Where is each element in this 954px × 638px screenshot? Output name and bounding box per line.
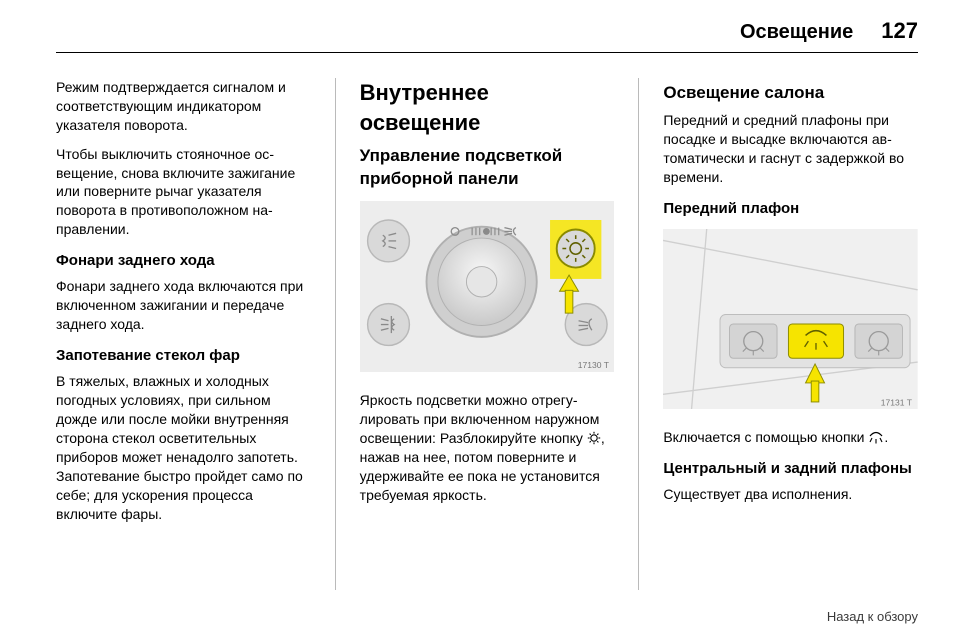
dome-light-icon xyxy=(868,431,884,444)
column-1: Режим подтверждается сигналом и соответс… xyxy=(56,78,311,590)
heading-interior-lighting: Внутреннее освещение xyxy=(360,78,615,137)
text-paragraph: Фонари заднего хода включаются при включ… xyxy=(56,277,311,334)
page-number: 127 xyxy=(881,18,918,44)
figure-caption: 17131 T xyxy=(881,397,913,407)
text-paragraph: Существует два исполнения. xyxy=(663,485,918,504)
heading-front-dome: Передний плафон xyxy=(663,199,918,219)
text-span: Включается с помощью кнопки xyxy=(663,429,868,445)
figure-caption: 17130 T xyxy=(577,360,609,370)
back-to-overview-link[interactable]: Назад к обзору xyxy=(827,609,918,624)
text-paragraph: Яркость подсветки можно отрегу­лировать … xyxy=(360,391,615,504)
text-span: Яркость подсветки можно отрегу­лировать … xyxy=(360,392,600,446)
column-3: Освещение салона Передний и средний плаф… xyxy=(663,78,918,590)
header-rule xyxy=(56,52,918,53)
page-header: Освещение 127 xyxy=(740,18,918,44)
content-columns: Режим подтверждается сигналом и соответс… xyxy=(56,78,918,590)
figure-dashboard-dial: 17130 T xyxy=(360,201,615,377)
heading-panel-brightness: Управление подсветкой приборной панели xyxy=(360,145,615,191)
column-2: Внутреннее освещение Управление подсветк… xyxy=(360,78,615,590)
heading-central-rear-dome: Центральный и задний плафоны xyxy=(663,459,918,479)
text-paragraph: Передний и средний плафоны при посадке и… xyxy=(663,111,918,187)
column-separator xyxy=(638,78,639,590)
heading-headlamp-mist: Запотевание стекол фар xyxy=(56,346,311,366)
section-title: Освещение xyxy=(740,21,853,44)
text-paragraph: Чтобы выключить стояночное ос­вещение, с… xyxy=(56,145,311,239)
text-paragraph: Режим подтверждается сигналом и соответс… xyxy=(56,78,311,135)
text-span: . xyxy=(884,429,888,445)
brightness-dial-icon xyxy=(587,431,601,445)
text-paragraph: В тяжелых, влажных и холодных погодных у… xyxy=(56,372,311,523)
figure-front-dome-light: 17131 T xyxy=(663,229,918,414)
column-separator xyxy=(335,78,336,590)
heading-reverse-lights: Фонари заднего хода xyxy=(56,251,311,271)
heading-cabin-lighting: Освещение салона xyxy=(663,82,918,105)
text-paragraph: Включается с помощью кнопки . xyxy=(663,428,918,447)
link-label: Назад к обзору xyxy=(827,609,918,624)
